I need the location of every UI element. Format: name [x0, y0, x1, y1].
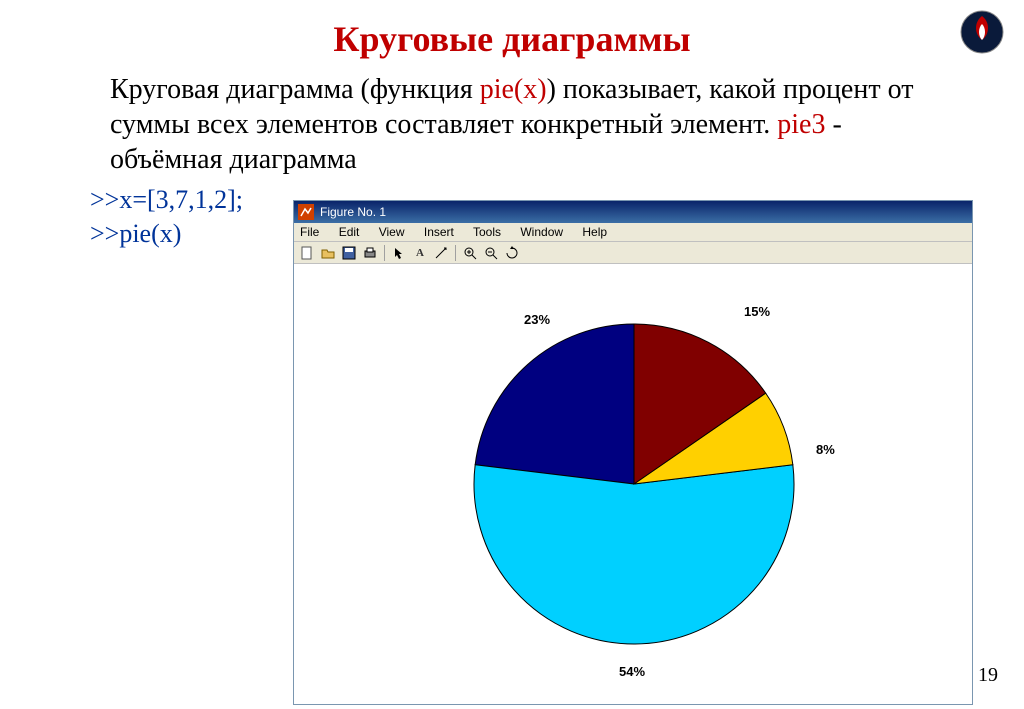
- text-icon[interactable]: A: [411, 244, 429, 262]
- plot-area: 23% 54% 8% 15%: [294, 264, 972, 704]
- pie-label-0: 23%: [524, 312, 550, 327]
- toolbar: A: [294, 242, 972, 264]
- arrow-icon[interactable]: [390, 244, 408, 262]
- body-t1: Круговая диаграмма (функция: [110, 74, 480, 105]
- pie-label-3: 15%: [744, 304, 770, 319]
- body-func2: pie3: [777, 109, 825, 140]
- edit-axes-icon[interactable]: [432, 244, 450, 262]
- pie-label-1: 54%: [619, 664, 645, 679]
- window-title: Figure No. 1: [320, 205, 386, 219]
- pie-chart: [294, 264, 974, 704]
- menubar: File Edit View Insert Tools Window Help: [294, 223, 972, 242]
- pie-slice-0: [475, 324, 634, 484]
- slide-logo: [960, 10, 1004, 54]
- zoom-in-icon[interactable]: [461, 244, 479, 262]
- page-number: 19: [978, 664, 998, 687]
- menu-tools[interactable]: Tools: [473, 225, 501, 239]
- menu-view[interactable]: View: [379, 225, 405, 239]
- window-titlebar[interactable]: Figure No. 1: [294, 201, 972, 223]
- toolbar-sep-1: [384, 245, 385, 261]
- open-icon[interactable]: [319, 244, 337, 262]
- print-icon[interactable]: [361, 244, 379, 262]
- menu-window[interactable]: Window: [520, 225, 563, 239]
- body-func1: pie(x): [480, 74, 547, 105]
- menu-insert[interactable]: Insert: [424, 225, 454, 239]
- new-icon[interactable]: [298, 244, 316, 262]
- pie-slice-1: [474, 465, 794, 644]
- menu-help[interactable]: Help: [582, 225, 607, 239]
- save-icon[interactable]: [340, 244, 358, 262]
- menu-edit[interactable]: Edit: [339, 225, 360, 239]
- slide-body: Круговая диаграмма (функция pie(x)) пока…: [110, 72, 954, 177]
- toolbar-sep-2: [455, 245, 456, 261]
- zoom-out-icon[interactable]: [482, 244, 500, 262]
- matlab-figure-window: Figure No. 1 File Edit View Insert Tools…: [293, 200, 973, 705]
- menu-file[interactable]: File: [300, 225, 319, 239]
- rotate-icon[interactable]: [503, 244, 521, 262]
- pie-label-2: 8%: [816, 442, 835, 457]
- slide-title: Круговые диаграммы: [30, 18, 994, 60]
- app-icon: [298, 204, 314, 220]
